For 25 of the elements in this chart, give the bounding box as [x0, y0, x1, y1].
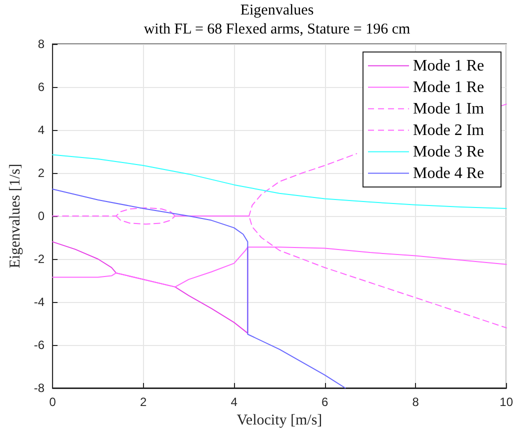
legend-label: Mode 1 Re [413, 78, 484, 96]
x-axis-title: Velocity [m/s] [236, 412, 322, 428]
chart-subtitle: with FL = 68 Flexed arms, Stature = 196 cm [144, 22, 410, 38]
x-tick-label: 8 [412, 395, 420, 409]
y-tick-label: -8 [34, 381, 45, 395]
legend-label: Mode 4 Re [413, 164, 484, 182]
y-tick-label: 0 [38, 209, 45, 223]
y-tick-label: 4 [38, 123, 45, 137]
chart-title: Eigenvalues [240, 2, 314, 18]
x-tick-label: 4 [230, 395, 238, 409]
legend-label: Mode 1 Re [413, 57, 484, 74]
x-tick-label: 6 [321, 395, 328, 409]
y-tick-label: -4 [34, 295, 45, 309]
x-tick-label: 0 [49, 395, 56, 409]
legend-label: Mode 3 Re [413, 143, 484, 160]
y-tick-label: 2 [38, 166, 45, 180]
y-tick-label: -2 [34, 252, 45, 266]
legend-label: Mode 1 Im [413, 100, 485, 118]
y-tick-label: 8 [38, 37, 45, 51]
x-tick-label: 2 [140, 395, 147, 409]
y-tick-label: 6 [38, 80, 45, 94]
legend-label: Mode 2 Im [413, 122, 485, 139]
y-tick-label: -6 [34, 338, 45, 352]
y-axis-title: Eigenvalues [1/s] [8, 164, 24, 268]
x-tick-label: 10 [500, 395, 514, 409]
